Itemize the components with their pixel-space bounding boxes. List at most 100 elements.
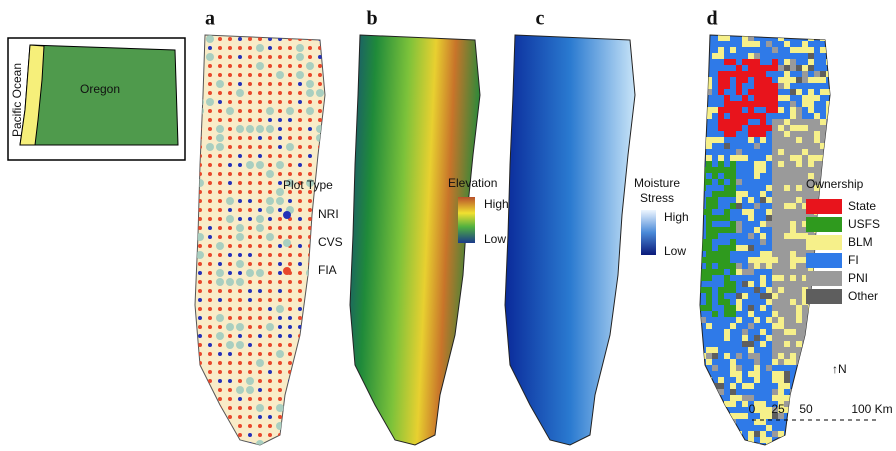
plot-dot	[228, 127, 232, 131]
plot-dot	[256, 125, 264, 133]
plot-dot	[248, 136, 252, 140]
ownership-cell	[748, 125, 754, 131]
plot-dot	[268, 415, 272, 419]
ownership-cell	[790, 347, 796, 353]
ownership-cell	[796, 263, 802, 269]
ownership-cell	[736, 245, 742, 251]
plot-dot	[308, 307, 312, 311]
plot-dot	[298, 415, 302, 419]
plot-dot	[248, 307, 252, 311]
ownership-cell	[820, 329, 826, 335]
plot-dot	[198, 136, 202, 140]
plot-dot	[328, 352, 332, 356]
ownership-cell	[784, 149, 790, 155]
plot-dot	[268, 91, 272, 95]
ownership-cell	[796, 239, 802, 245]
plot-dot	[208, 415, 212, 419]
ownership-cell	[730, 113, 736, 119]
ownership-cell	[778, 155, 784, 161]
plot-dot	[218, 289, 222, 293]
ownership-cell	[706, 437, 712, 443]
plot-dot	[216, 332, 224, 340]
plot-dot	[246, 161, 254, 169]
ownership-cell	[796, 191, 802, 197]
plot-dot	[328, 154, 332, 158]
plot-dot	[288, 415, 292, 419]
plot-dot	[206, 35, 214, 43]
plot-dot	[228, 289, 232, 293]
plot-dot	[266, 233, 274, 241]
plot-dot	[218, 118, 222, 122]
plot-dot	[308, 262, 312, 266]
ownership-cell	[712, 227, 718, 233]
ownership-cell	[784, 179, 790, 185]
plot-dot	[196, 179, 204, 187]
ownership-cell	[772, 143, 778, 149]
plot-dot	[218, 253, 222, 257]
ownership-cell	[748, 371, 754, 377]
legend-swatch	[806, 235, 842, 250]
plot-dot	[256, 269, 264, 277]
plot-dot	[298, 271, 302, 275]
plot-dot	[238, 334, 242, 338]
plot-dot	[318, 289, 322, 293]
ownership-cell	[730, 281, 736, 287]
plot-dot	[228, 37, 232, 41]
ownership-cell	[760, 71, 766, 77]
plot-dot	[228, 163, 232, 167]
ownership-cell	[718, 167, 724, 173]
plot-dot	[248, 361, 252, 365]
ownership-cell	[784, 383, 790, 389]
ownership-cell	[784, 299, 790, 305]
plot-dot	[326, 116, 334, 124]
plot-dot	[268, 343, 272, 347]
plot-dot	[308, 145, 312, 149]
ownership-cell	[700, 143, 706, 149]
ownership-cell	[820, 89, 826, 95]
plot-dot	[258, 136, 262, 140]
ownership-cell	[748, 347, 754, 353]
ownership-cell	[820, 395, 826, 401]
ownership-cell	[700, 407, 706, 413]
plot-dot	[268, 154, 272, 158]
plot-dot	[238, 64, 242, 68]
ownership-cell	[790, 161, 796, 167]
ownership-cell	[748, 53, 754, 59]
plot-dot	[326, 134, 334, 142]
plot-dot	[258, 190, 262, 194]
plot-dot	[258, 100, 262, 104]
inset-map: Pacific Ocean Oregon	[8, 38, 185, 160]
ownership-cell	[760, 239, 766, 245]
ownership-cell	[778, 329, 784, 335]
plot-dot	[328, 127, 332, 131]
plot-dot	[308, 253, 312, 257]
ownership-cell	[808, 47, 814, 53]
plot-dot	[308, 172, 312, 176]
plot-dot	[256, 215, 264, 223]
ownership-cell	[724, 71, 730, 77]
ownership-cell	[808, 101, 814, 107]
ownership-cell	[736, 71, 742, 77]
ownership-cell	[748, 341, 754, 347]
plot-dot	[258, 415, 262, 419]
plot-dot	[258, 253, 262, 257]
legend-title: Ownership	[806, 177, 864, 191]
plot-dot	[208, 217, 212, 221]
plot-dot	[198, 226, 202, 230]
plot-dot	[218, 100, 222, 104]
plot-dot	[268, 73, 272, 77]
plot-dot	[236, 89, 244, 97]
plot-dot	[216, 143, 224, 151]
plot-dot	[216, 134, 224, 142]
plot-dot	[236, 386, 244, 394]
ownership-cell	[712, 197, 718, 203]
legend-swatch	[806, 289, 842, 304]
plot-dot	[228, 190, 232, 194]
ownership-cell	[802, 323, 808, 329]
ownership-cell	[718, 263, 724, 269]
ownership-cell	[778, 335, 784, 341]
plot-dot	[238, 361, 242, 365]
plot-dot	[308, 127, 312, 131]
plot-dot	[266, 197, 274, 205]
plot-dot	[258, 82, 262, 86]
